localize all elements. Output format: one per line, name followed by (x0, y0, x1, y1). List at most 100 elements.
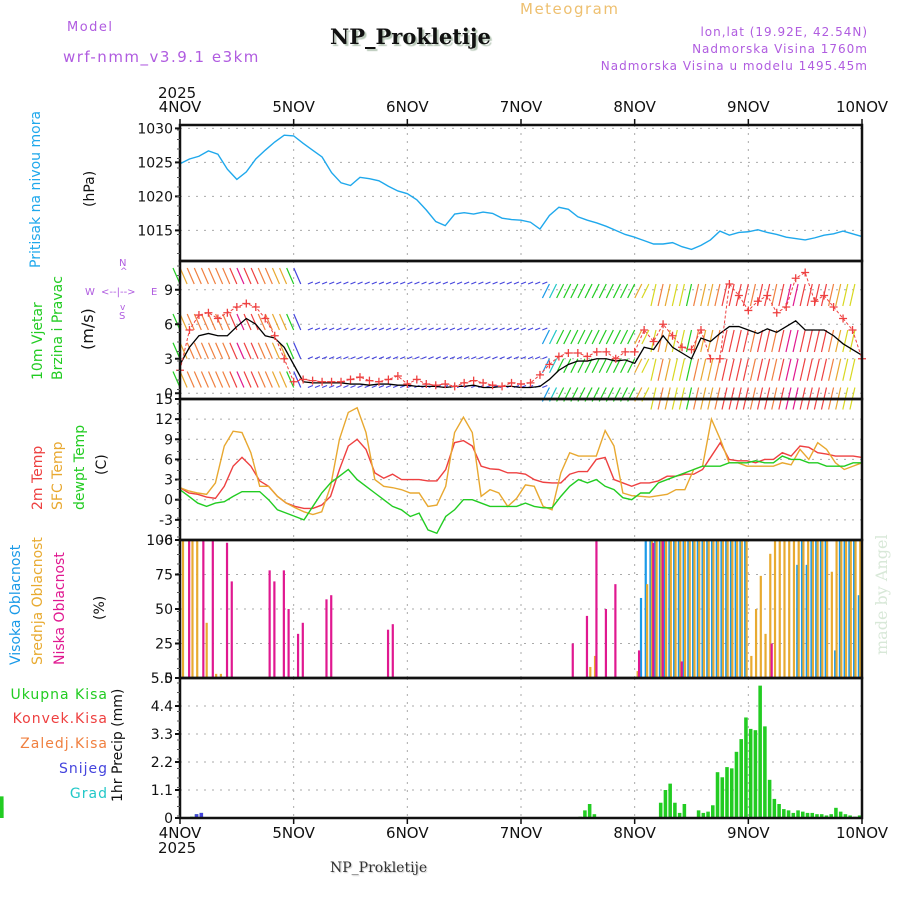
cloud_cover-bar (639, 597, 643, 678)
wind-arrow (250, 267, 259, 285)
wind-arrow (350, 384, 356, 389)
legend-frz-rain: Zaledj.Kisa (20, 736, 108, 752)
wind-gust-marker (554, 352, 563, 361)
wind-arrow (542, 356, 548, 360)
wind-arrow (321, 356, 328, 360)
precipitation-bar (796, 810, 800, 818)
wind-gust-marker (734, 291, 743, 300)
precipitation-bar (711, 805, 715, 818)
wind-arrow (279, 313, 288, 331)
wind-arrow (671, 283, 678, 307)
wind-arrow (414, 356, 420, 360)
wind-arrow (200, 313, 209, 331)
precipitation-bar (763, 726, 767, 818)
wind-arrow (243, 267, 252, 285)
cloud_cover-ytick-label: 25 (155, 637, 173, 653)
wind-gust-marker (573, 349, 582, 357)
wind-arrow (378, 384, 385, 389)
wind-arrow (714, 358, 721, 381)
precipitation-bar (663, 790, 668, 818)
temperature-ytick-label: -6 (159, 533, 173, 549)
wind-arrow (634, 283, 643, 299)
wind-arrow (749, 358, 757, 381)
wind-arrow (343, 327, 349, 331)
wind-arrow (336, 356, 342, 360)
wind-arrow (591, 329, 600, 345)
cloud_cover-ytick-label: 75 (155, 568, 173, 584)
lonlat-info: lon,lat (19.92E, 42.54N) (700, 25, 868, 39)
wind-arrow (350, 281, 356, 285)
wind-arrow (193, 267, 202, 285)
wind-arrow (193, 313, 202, 331)
wind-gust-marker (687, 345, 696, 354)
cloud_cover-bar (810, 540, 813, 678)
cloud_cover-bar (683, 540, 687, 678)
compass-arrow-down-icon: v (120, 303, 126, 313)
wind-arrow (307, 281, 314, 285)
cloud_cover-bar (230, 581, 233, 678)
precipitation-bar (0, 798, 4, 818)
cloud_cover-bar (729, 540, 733, 678)
x-tick-label-bottom: 10NOV (836, 824, 889, 842)
wind-arrow (693, 283, 700, 307)
wind-gust-marker (744, 306, 753, 315)
wind-arrow (271, 371, 281, 388)
wind-arrow (577, 283, 586, 299)
page-title: NP_Prokletije (330, 24, 491, 49)
wind-gust-marker (498, 382, 507, 391)
wind-gust-marker (517, 380, 525, 389)
wind-arrow (485, 356, 491, 360)
precipitation-ytick-label: 3.3 (151, 727, 173, 743)
wind-gust-marker (365, 376, 374, 385)
cloud_cover-bar (824, 540, 827, 678)
wind-arrow (414, 327, 420, 331)
precipitation-ytick-label: 0 (164, 811, 173, 827)
cloud_cover-ytick-label: 50 (155, 602, 173, 618)
wind-arrow (400, 327, 406, 331)
cloud_cover-bar (654, 540, 657, 678)
x-tick-label-bottom: 8NOV (613, 824, 656, 842)
wind-arrow (428, 356, 434, 360)
temperature-ytick-label: 3 (164, 473, 173, 489)
wind-arrow (756, 329, 764, 353)
precipitation-bar (706, 811, 710, 818)
wind-arrow (321, 281, 328, 285)
cloud_cover-bar (725, 540, 728, 678)
wind-gust-marker (621, 347, 630, 356)
wind-arrow (236, 371, 245, 388)
wind-arrow (499, 327, 505, 331)
wind-arrow (314, 384, 321, 389)
wind-arrow (193, 371, 202, 388)
cloud_cover-bar (205, 622, 208, 678)
cloud_cover-bar (668, 540, 671, 678)
wind-arrow (827, 283, 835, 307)
wind-arrow (591, 283, 600, 299)
cloud_cover-bar (661, 540, 664, 678)
wind-arrow (264, 342, 273, 359)
wind-arrow (742, 358, 749, 381)
wind-arrow (293, 342, 302, 359)
wind-arrow (657, 358, 664, 381)
wind-arrow (207, 267, 217, 285)
precipitation-bar (701, 812, 706, 818)
cloud_cover-bar (816, 540, 819, 678)
wind-gust-marker (820, 291, 829, 300)
wind-arrow (650, 283, 657, 307)
wind-arrow (513, 327, 520, 331)
cloud_cover-bar (849, 540, 852, 678)
compass-arrow-up-icon: ^ (120, 267, 128, 277)
wind-gust-marker (630, 347, 639, 356)
precipitation-bar (824, 815, 829, 818)
wind-gust-marker (678, 343, 687, 352)
wind-gust-marker (223, 308, 232, 317)
wind-gust-marker (715, 354, 724, 363)
cloud_cover-bar (848, 540, 851, 678)
wind-arrow (541, 329, 550, 345)
wind-arrow (563, 329, 572, 345)
wind-arrow (229, 267, 238, 285)
wind-arrow (785, 329, 792, 353)
wind-arrow (186, 313, 195, 331)
wind-gust-marker (431, 381, 440, 390)
wind-arrow (314, 327, 321, 331)
cloud_cover-bar (673, 540, 676, 678)
